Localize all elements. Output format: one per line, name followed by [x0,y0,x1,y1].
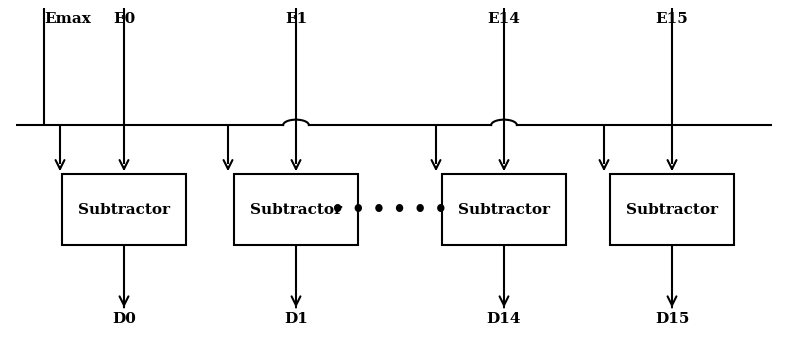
Text: E1: E1 [285,11,307,26]
Text: Emax: Emax [44,11,91,26]
Text: E14: E14 [487,11,521,26]
Text: Subtractor: Subtractor [626,202,718,217]
Text: Subtractor: Subtractor [250,202,342,217]
Text: E15: E15 [656,11,688,26]
Text: D14: D14 [486,312,522,327]
Bar [442,174,566,245]
Bar [610,174,734,245]
Text: Subtractor: Subtractor [78,202,170,217]
Text: D15: D15 [655,312,689,327]
Text: Subtractor: Subtractor [458,202,550,217]
Text: • • • • • •: • • • • • • [331,199,448,220]
Bar [234,174,358,245]
Text: E0: E0 [113,11,135,26]
Bar [62,174,186,245]
Text: D1: D1 [284,312,308,327]
Text: D0: D0 [112,312,136,327]
